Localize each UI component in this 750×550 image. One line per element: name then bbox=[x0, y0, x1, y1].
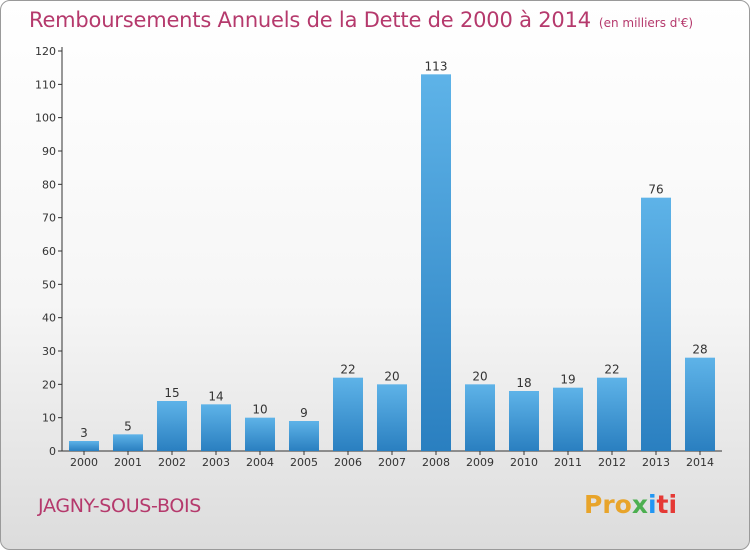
x-tick-label: 2013 bbox=[642, 456, 670, 469]
bar-2010 bbox=[509, 391, 539, 451]
y-tick-label: 20 bbox=[42, 378, 56, 391]
x-tick-label: 2005 bbox=[290, 456, 318, 469]
bar-2006 bbox=[333, 377, 363, 451]
value-label: 113 bbox=[425, 59, 448, 73]
logo-part-2: x bbox=[631, 490, 648, 519]
y-tick-label: 50 bbox=[42, 278, 56, 291]
bar-2000 bbox=[69, 441, 99, 451]
value-label: 9 bbox=[300, 406, 308, 420]
x-tick-label: 2007 bbox=[378, 456, 406, 469]
bar-2014 bbox=[685, 357, 715, 451]
bar-2013 bbox=[641, 197, 671, 451]
value-label: 10 bbox=[252, 403, 267, 417]
value-label: 5 bbox=[124, 419, 132, 433]
value-label: 22 bbox=[340, 363, 355, 377]
bar-2007 bbox=[377, 384, 407, 451]
y-tick-label: 110 bbox=[35, 78, 56, 91]
logo-part-1: Pro bbox=[584, 490, 632, 519]
bar-2011 bbox=[553, 387, 583, 451]
y-tick-label: 100 bbox=[35, 112, 56, 125]
bar-2003 bbox=[201, 404, 231, 451]
value-label: 18 bbox=[516, 376, 531, 390]
y-tick-label: 10 bbox=[42, 412, 56, 425]
x-tick-label: 2014 bbox=[686, 456, 714, 469]
bar-2009 bbox=[465, 384, 495, 451]
y-tick-label: 70 bbox=[42, 212, 56, 225]
chart-bars bbox=[69, 74, 715, 451]
bar-2001 bbox=[113, 434, 143, 451]
x-tick-label: 2003 bbox=[202, 456, 230, 469]
x-tick-label: 2011 bbox=[554, 456, 582, 469]
city-name: JAGNY-SOUS-BOIS bbox=[38, 495, 202, 517]
value-label: 76 bbox=[648, 183, 663, 197]
y-tick-label: 0 bbox=[49, 445, 56, 458]
x-tick-label: 2004 bbox=[246, 456, 274, 469]
bar-2005 bbox=[289, 421, 319, 451]
y-tick-label: 40 bbox=[42, 312, 56, 325]
chart-unit-note: (en milliers d'€) bbox=[598, 16, 694, 30]
value-label: 22 bbox=[604, 363, 619, 377]
x-tick-label: 2012 bbox=[598, 456, 626, 469]
bar-2008 bbox=[421, 74, 451, 451]
logo-part-3: i bbox=[647, 490, 657, 519]
y-tick-label: 120 bbox=[35, 45, 56, 58]
y-tick-label: 90 bbox=[42, 145, 56, 158]
logo-part-4: ti bbox=[656, 490, 678, 519]
value-label: 20 bbox=[472, 369, 487, 383]
proxiti-logo: Proxiti bbox=[584, 490, 677, 519]
x-tick-label: 2001 bbox=[114, 456, 142, 469]
y-tick-label: 30 bbox=[42, 345, 56, 358]
x-tick-label: 2002 bbox=[158, 456, 186, 469]
bar-2002 bbox=[157, 401, 187, 451]
value-label: 19 bbox=[560, 373, 575, 387]
x-tick-label: 2010 bbox=[510, 456, 538, 469]
value-label: 3 bbox=[80, 426, 88, 440]
x-tick-label: 2006 bbox=[334, 456, 362, 469]
chart-title: Remboursements Annuels de la Dette de 20… bbox=[29, 8, 693, 32]
value-label: 15 bbox=[164, 386, 179, 400]
chart-title-main: Remboursements Annuels de la Dette de 20… bbox=[29, 8, 591, 32]
chart-labels: 2000 3 2001 5 2002 15 2003 14 2004 10 2005 9 2006 22 2… bbox=[70, 59, 714, 469]
x-tick-label: 2000 bbox=[70, 456, 98, 469]
value-label: 14 bbox=[208, 389, 223, 403]
y-tick-label: 80 bbox=[42, 178, 56, 191]
y-tick-label: 60 bbox=[42, 245, 56, 258]
bar-2012 bbox=[597, 377, 627, 451]
value-label: 20 bbox=[384, 369, 399, 383]
bar-2004 bbox=[245, 417, 275, 451]
value-label: 28 bbox=[692, 343, 707, 357]
x-tick-label: 2008 bbox=[422, 456, 450, 469]
x-tick-label: 2009 bbox=[466, 456, 494, 469]
